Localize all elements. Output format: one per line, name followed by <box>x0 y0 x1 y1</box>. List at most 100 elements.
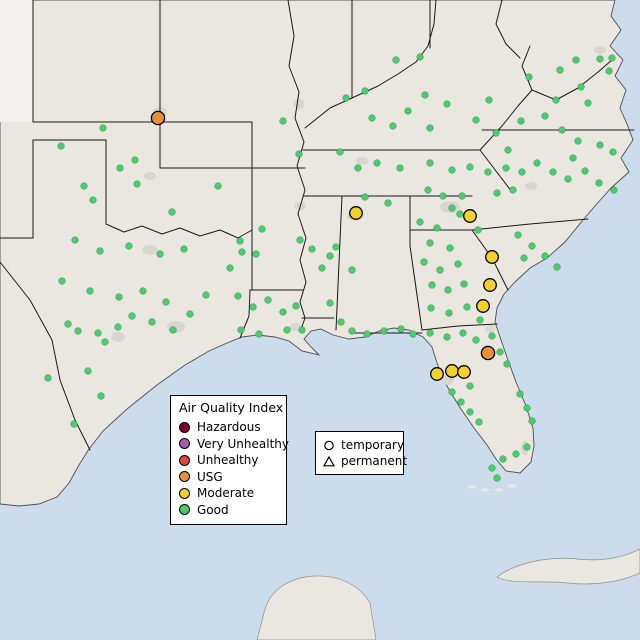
urban-area <box>293 99 305 109</box>
aqi-site-good <box>94 329 102 337</box>
aqi-site-good <box>296 236 304 244</box>
aqi-site-good <box>89 196 97 204</box>
aqi-site-moderate <box>483 278 497 292</box>
aqi-site-moderate <box>457 365 471 379</box>
aqi-site-good <box>279 308 287 316</box>
aqi-site-good <box>298 326 306 334</box>
marker-shape-legend: temporary permanent <box>315 431 408 475</box>
aqi-legend-label: Very Unhealthy <box>197 436 289 451</box>
aqi-site-good <box>424 186 432 194</box>
cuba-landmass <box>496 548 640 585</box>
aqi-site-good <box>493 474 501 482</box>
aqi-site-good <box>574 137 582 145</box>
aqi-site-good <box>436 266 444 274</box>
aqi-site-good <box>326 299 334 307</box>
aqi-site-good <box>57 142 65 150</box>
aqi-site-good <box>496 348 504 356</box>
temporary-marker-icon <box>324 440 334 450</box>
aqi-site-good <box>523 404 531 412</box>
aqi-site-good <box>125 242 133 250</box>
aqi-site-good <box>186 310 194 318</box>
aqi-site-good <box>605 67 613 75</box>
aqi-site-good <box>292 302 300 310</box>
aqi-site-good <box>492 129 500 137</box>
aqi-site-good <box>96 247 104 255</box>
aqi-site-good <box>525 73 533 81</box>
aqi-color-swatch <box>179 487 190 499</box>
aqi-site-good <box>238 248 246 256</box>
aqi-site-good <box>226 264 234 272</box>
aqi-site-good <box>162 298 170 306</box>
aqi-site-good <box>168 208 176 216</box>
aqi-site-good <box>577 83 585 91</box>
aqi-site-good <box>116 164 124 172</box>
aqi-site-good <box>552 96 560 104</box>
aqi-legend-label: Unhealthy <box>197 453 259 468</box>
aqi-site-good <box>348 327 356 335</box>
aqi-site-good <box>115 293 123 301</box>
urban-area <box>485 325 495 333</box>
aqi-site-good <box>558 126 566 134</box>
aqi-site-good <box>485 96 493 104</box>
aqi-site-good <box>444 286 452 294</box>
aqi-site-good <box>308 245 316 253</box>
aqi-site-good <box>609 148 617 156</box>
aqi-site-good <box>572 56 580 64</box>
aqi-site-good <box>443 100 451 108</box>
aqi-site-good <box>255 330 263 338</box>
aqi-site-good <box>472 336 480 344</box>
aqi-site-good <box>389 122 397 130</box>
aqi-site-good <box>584 99 592 107</box>
aqi-legend-item-unhealthy: Unhealthy <box>179 452 278 469</box>
aqi-site-good <box>392 56 400 64</box>
aqi-site-good <box>404 107 412 115</box>
aqi-color-swatch <box>179 454 190 466</box>
aqi-site-good <box>512 450 520 458</box>
aqi-site-good <box>426 124 434 132</box>
urban-area <box>144 172 156 180</box>
aqi-site-good <box>416 218 424 226</box>
aqi-site-good <box>448 204 456 212</box>
aqi-site-good <box>493 189 501 197</box>
aqi-site-good <box>596 141 604 149</box>
aqi-site-good <box>433 224 441 232</box>
aqi-site-good <box>509 186 517 194</box>
aqi-site-good <box>114 323 122 331</box>
aqi-site-good <box>581 167 589 175</box>
aqi-site-good <box>446 244 454 252</box>
permanent-label: permanent <box>341 454 408 468</box>
aqi-site-good <box>380 327 388 335</box>
aqi-site-good <box>373 159 381 167</box>
aqi-site-good <box>249 303 257 311</box>
aqi-site-good <box>180 245 188 253</box>
aqi-site-good <box>445 309 453 317</box>
urban-area <box>142 245 158 255</box>
aqi-site-good <box>258 225 266 233</box>
aqi-site-good <box>426 239 434 247</box>
aqi-legend-item-usg: USG <box>179 469 278 486</box>
aqi-site-good <box>517 117 525 125</box>
aqi-legend-item-good: Good <box>179 502 278 519</box>
aqi-site-good <box>466 382 474 390</box>
aqi-site-good <box>214 182 222 190</box>
aqi-site-good <box>421 91 429 99</box>
aqi-site-good <box>454 260 462 268</box>
aqi-site-good <box>148 318 156 326</box>
aqi-site-good <box>97 392 105 400</box>
aqi-site-good <box>99 124 107 132</box>
aqi-legend-label: USG <box>197 469 223 484</box>
aqi-site-moderate <box>445 364 459 378</box>
aqi-site-good <box>460 280 468 288</box>
temporary-legend-row: temporary <box>323 437 404 453</box>
aqi-site-good <box>295 150 303 158</box>
aqi-site-good <box>514 231 522 239</box>
aqi-site-good <box>318 264 326 272</box>
aqi-site-good <box>475 418 483 426</box>
aqi-site-good <box>443 333 451 341</box>
aqi-site-usg <box>150 110 166 126</box>
aqi-site-good <box>488 332 496 340</box>
aqi-site-good <box>342 94 350 102</box>
aqi-site-good <box>336 148 344 156</box>
aqi-site-good <box>237 326 245 334</box>
